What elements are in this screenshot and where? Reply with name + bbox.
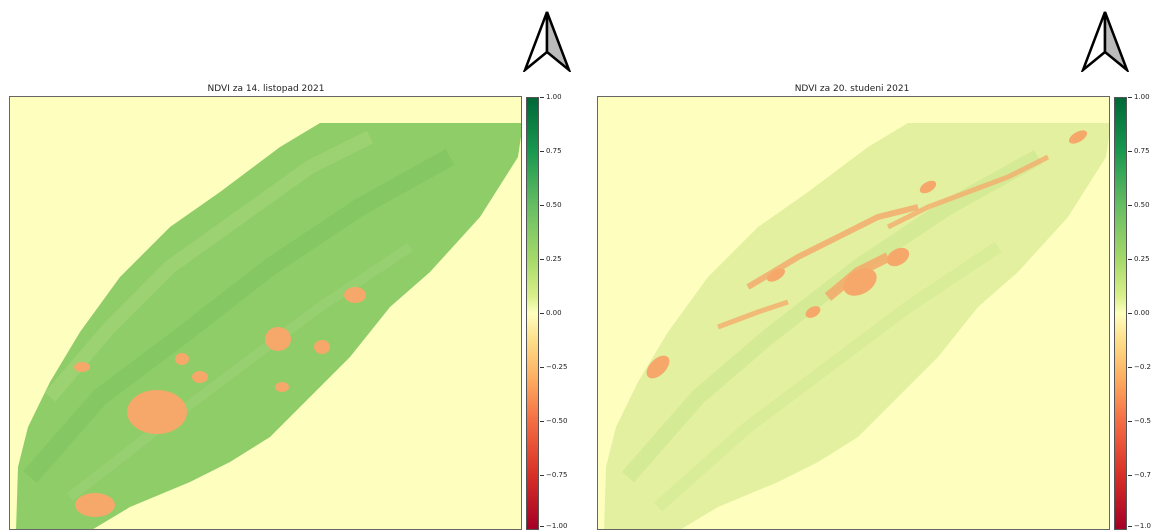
colorbar-tick: 0.75	[1128, 147, 1150, 155]
colorbar-tick: −0.2	[1128, 363, 1151, 371]
north-arrow-icon	[1080, 8, 1130, 74]
north-arrow-icon	[522, 8, 572, 74]
study-area	[604, 123, 1109, 529]
colorbar-tick: 0.00	[1128, 309, 1150, 317]
patch	[314, 340, 330, 354]
colorbar-tick: 0.50	[540, 201, 562, 209]
patch	[805, 306, 821, 318]
colorbar-tick: −1.0	[1128, 522, 1151, 530]
colorbar-tick: 0.25	[1128, 255, 1150, 263]
colorbar-tick: 0.25	[540, 255, 562, 263]
ndvi-map	[597, 96, 1110, 530]
study-area	[16, 123, 521, 529]
map-panel-2: NDVI za 20. studeni 2021 1.00 0.75 0.50 …	[578, 0, 1157, 530]
colorbar	[1114, 97, 1127, 530]
colorbar-tick: −0.75	[539, 471, 568, 479]
map-title: NDVI za 14. listopad 2021	[207, 84, 325, 94]
colorbar-tick: −0.7	[1128, 471, 1151, 479]
ndvi-map	[9, 96, 522, 530]
colorbar-tick: 1.00	[540, 93, 562, 101]
patch	[127, 390, 187, 434]
colorbar-tick: 1.00	[1128, 93, 1150, 101]
patch	[265, 327, 291, 351]
patch	[275, 382, 289, 392]
patch	[646, 355, 670, 379]
patch	[919, 180, 937, 194]
colorbar-tick: 0.00	[540, 309, 562, 317]
colorbar-tick: 0.75	[540, 147, 562, 155]
patch	[175, 353, 189, 365]
patch	[344, 287, 366, 303]
map-panel-1: NDVI za 14. listopad 2021 1.00 0.75 0.50…	[0, 0, 578, 530]
colorbar-tick: −0.25	[539, 363, 568, 371]
colorbar-tick: −0.50	[539, 417, 568, 425]
patch	[74, 362, 90, 372]
patch	[843, 268, 877, 296]
map-title: NDVI za 20. studeni 2021	[794, 84, 910, 94]
colorbar-tick: −1.00	[539, 522, 568, 530]
patch	[75, 493, 115, 517]
patch	[766, 268, 786, 282]
patch	[1068, 130, 1088, 144]
patch	[886, 247, 910, 267]
colorbar-tick: 0.50	[1128, 201, 1150, 209]
patch	[192, 371, 208, 383]
colorbar	[526, 97, 539, 530]
colorbar-tick: −0.5	[1128, 417, 1151, 425]
